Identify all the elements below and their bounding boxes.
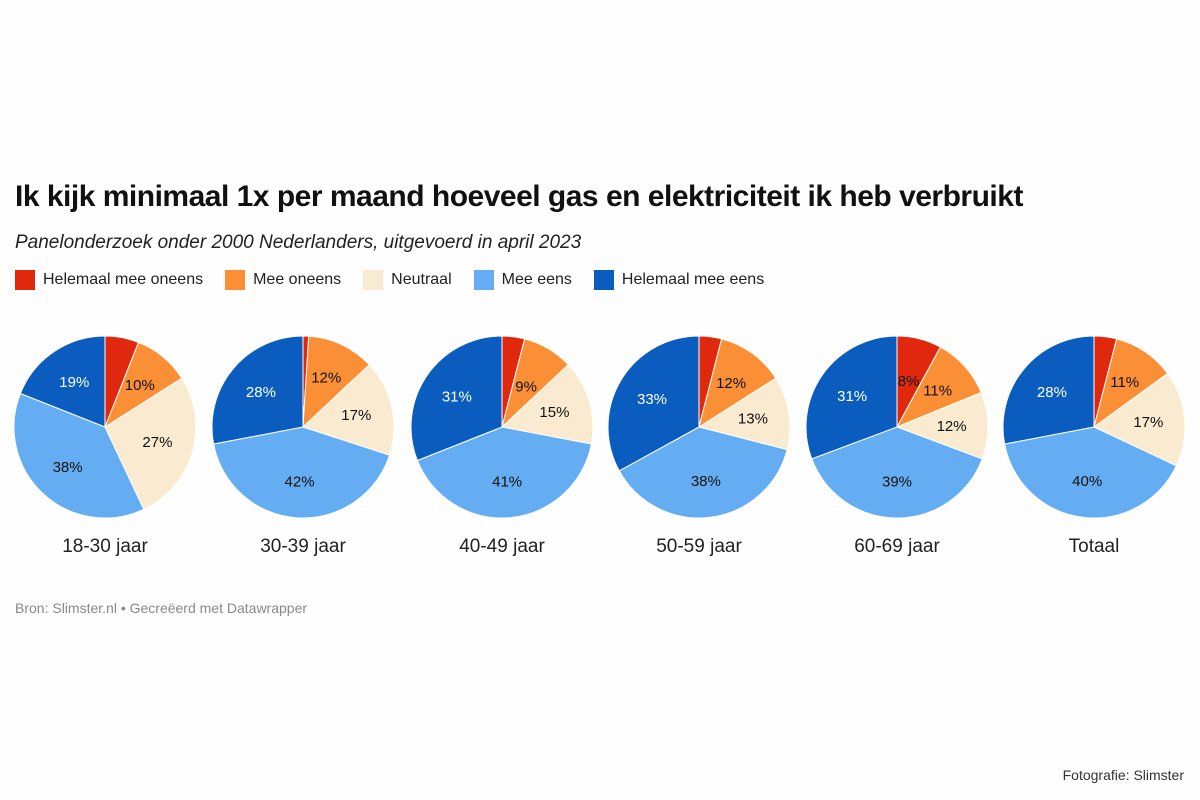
category-label: 40-49 jaar [459,536,545,557]
pie-18-30-jaar: 10% 27% 38% 19% 18-30 jaar [13,335,197,557]
pie-slice [1002,335,1095,445]
category-label: 30-39 jaar [260,536,346,557]
data-label: 13% [738,410,768,427]
data-label: 38% [53,459,83,476]
data-label: 17% [341,407,371,424]
legend-label: Mee oneens [253,271,342,288]
data-label: 38% [691,473,721,490]
pie-60-69-jaar: 8%11% 12% 39% 31% 60-69 jaar [805,335,989,557]
pie-50-59-jaar: 12% 13% 38% 33% 50-59 jaar [607,335,791,557]
category-label: Totaal [1069,536,1120,557]
pie-slice [1004,426,1178,519]
pie-slice [895,391,989,460]
data-label: 19% [59,374,89,391]
legend-item-helemaal-mee-eens: Helemaal mee eens [593,270,765,290]
pie-slice [1093,372,1186,467]
pie-slice [211,335,304,445]
legend-label: Helemaal mee eens [621,271,765,288]
data-label: 12% [311,370,341,387]
legend-swatch [473,270,494,290]
data-label: 12% [716,375,746,392]
data-label: 39% [882,474,912,491]
legend-item-helemaal-mee-oneens: Helemaal mee oneens [15,270,203,290]
data-label: 9% [515,378,537,395]
legend-swatch [593,270,614,290]
source-note: Bron: Slimster.nl • Gecreëerd met Datawr… [15,600,308,616]
data-label: 31% [837,388,867,405]
data-label: 11% [923,383,952,400]
data-label: 27% [142,434,172,451]
photo-credit: Fotografie: Slimster [1062,767,1184,783]
data-label: 15% [539,404,569,421]
pie-slice [302,335,371,429]
data-label: 41% [492,473,522,490]
data-label: 42% [285,473,315,490]
pie-40-49-jaar: 9%15% 41% 31% 40-49 jaar [410,335,594,557]
legend-label: Mee eens [501,271,572,288]
pie-30-39-jaar: 12% 17% 42% 28% 30-39 jaar [211,335,395,557]
legend-swatch [15,270,35,290]
pie-slice [416,426,592,519]
pie-slice [104,377,197,511]
pie-slice [607,335,700,472]
category-label: 60-69 jaar [854,536,940,557]
legend-swatch [225,270,246,290]
legend-item-neutraal: Neutraal [363,270,452,290]
legend-swatch [363,270,384,290]
pie-slice [811,426,983,519]
data-label: 28% [246,384,276,401]
data-label: 28% [1037,384,1067,401]
legend-item-mee-eens: Mee eens [473,270,572,290]
data-label: 8% [898,373,920,390]
chart-subtitle: Panelonderzoek onder 2000 Nederlanders, … [15,232,582,253]
data-label: 33% [637,391,667,408]
pie-totaal: 11% 17% 40% 28% Totaal [1002,335,1186,557]
pie-slice [19,335,106,428]
legend-item-mee-oneens: Mee oneens [225,270,341,290]
category-label: 18-30 jaar [62,536,148,557]
pie-slice [213,426,391,519]
legend-label: Neutraal [391,271,452,288]
pie-slice [805,335,898,460]
data-label: 10% [125,377,155,394]
data-label: 11% [1110,374,1139,391]
pie-charts: 10% 27% 38% 19% 18-30 jaar 12% 17% 42% 28% 30-39 … [13,335,1186,557]
pie-slice [302,363,395,456]
pie-slice [13,392,145,519]
pie-slice [698,338,777,429]
pie-slice [697,377,791,451]
legend: Helemaal mee oneens Mee oneens Neutraal … [15,270,786,290]
category-label: 50-59 jaar [656,536,742,557]
data-label: 40% [1072,473,1102,490]
data-label: 12% [937,418,967,435]
chart-title: Ik kijk minimaal 1x per maand hoeveel ga… [15,180,1023,213]
data-label: 31% [442,388,472,405]
pie-slice [618,426,788,519]
pie-slice [500,363,594,445]
legend-label: Helemaal mee oneens [43,271,204,288]
data-label: 17% [1133,414,1163,431]
pie-slice [410,335,503,462]
